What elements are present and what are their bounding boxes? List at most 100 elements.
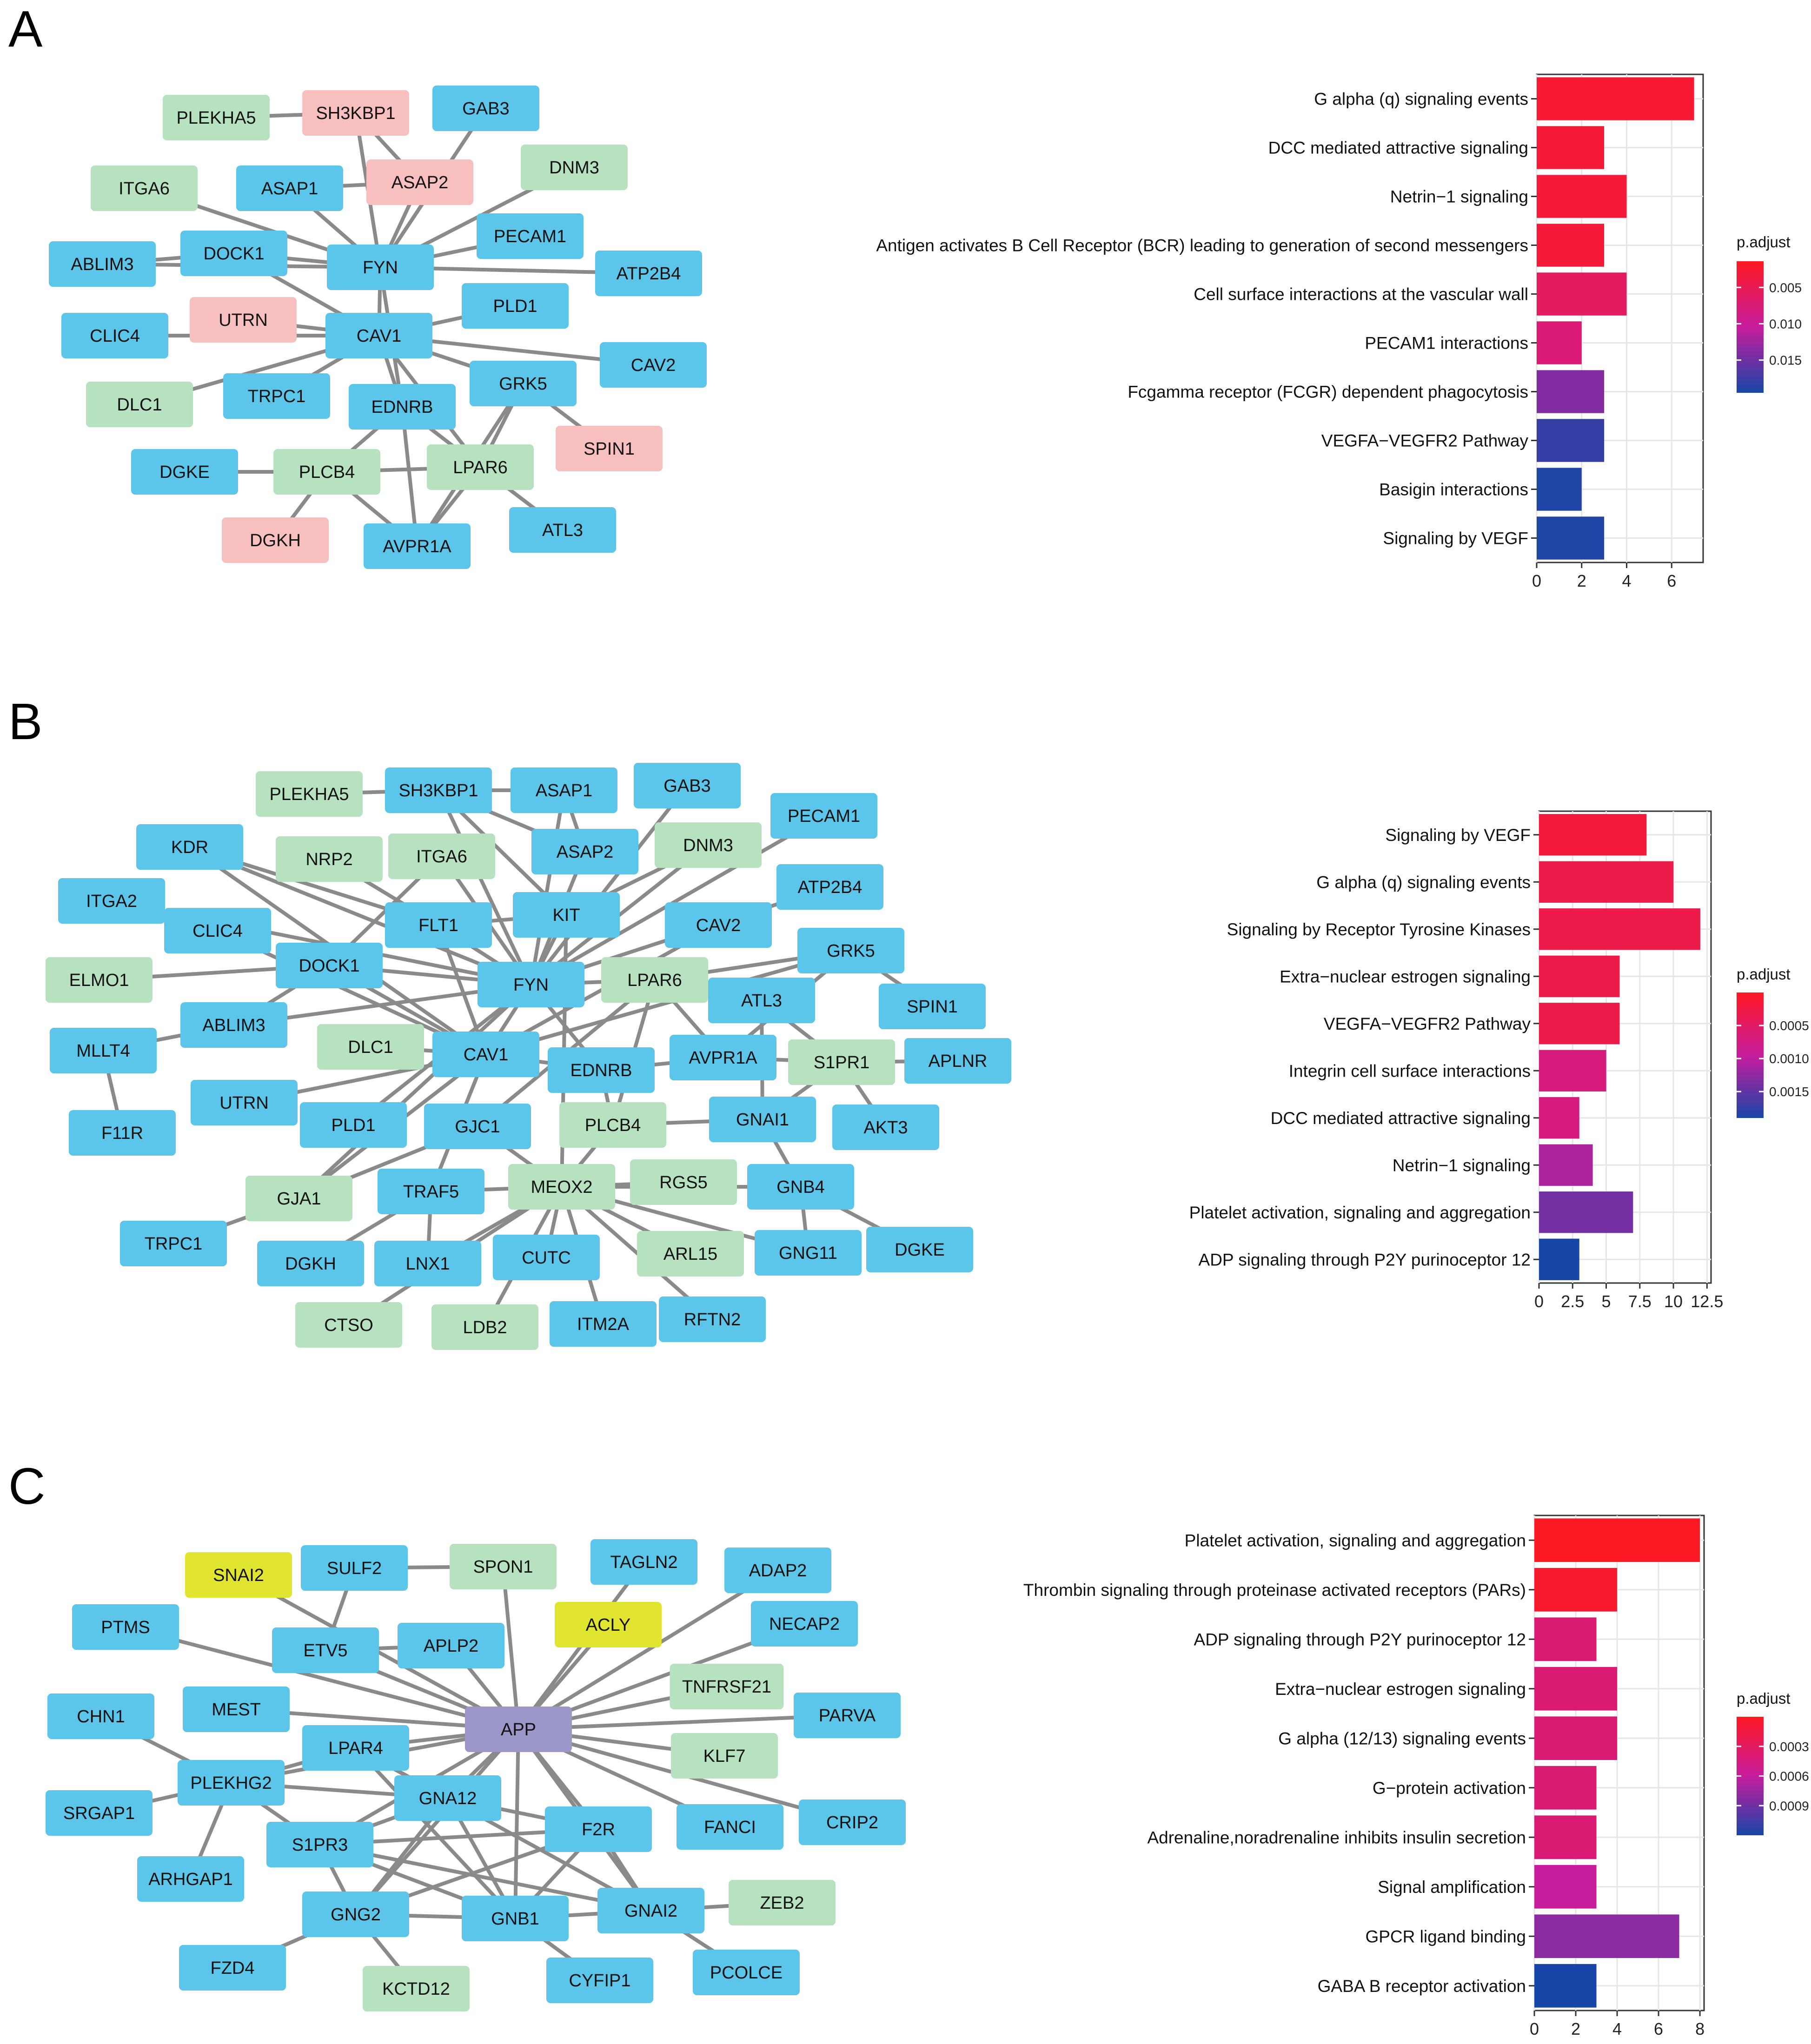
node-dock1[interactable]: DOCK1 [180, 231, 287, 276]
node-fanci[interactable]: FANCI [677, 1804, 783, 1850]
node-gng2[interactable]: GNG2 [302, 1892, 409, 1937]
node-trpc1[interactable]: TRPC1 [120, 1221, 227, 1266]
node-itga6[interactable]: ITGA6 [91, 165, 198, 211]
node-itga6[interactable]: ITGA6 [388, 833, 495, 879]
node-aplp2[interactable]: APLP2 [398, 1623, 504, 1668]
node-rgs5[interactable]: RGS5 [630, 1159, 737, 1205]
node-asap2[interactable]: ASAP2 [531, 829, 638, 874]
node-avpr1a[interactable]: AVPR1A [670, 1035, 776, 1080]
node-dnm3[interactable]: DNM3 [521, 145, 628, 190]
node-lpar6[interactable]: LPAR6 [427, 444, 534, 490]
node-utrn[interactable]: UTRN [190, 297, 297, 343]
node-itga2[interactable]: ITGA2 [58, 878, 165, 924]
node-cav2[interactable]: CAV2 [665, 902, 772, 948]
node-crip2[interactable]: CRIP2 [799, 1799, 906, 1845]
node-dnm3[interactable]: DNM3 [655, 822, 762, 868]
node-pld1[interactable]: PLD1 [462, 283, 569, 329]
node-ptms[interactable]: PTMS [72, 1604, 179, 1650]
node-acly[interactable]: ACLY [555, 1602, 662, 1647]
node-dgkh[interactable]: DGKH [222, 517, 329, 563]
node-f2r[interactable]: F2R [545, 1806, 652, 1852]
node-trpc1[interactable]: TRPC1 [223, 373, 330, 419]
node-gja1[interactable]: GJA1 [245, 1176, 352, 1221]
node-spon1[interactable]: SPON1 [450, 1544, 557, 1589]
node-dlc1[interactable]: DLC1 [86, 382, 193, 427]
node-plekhg2[interactable]: PLEKHG2 [178, 1760, 285, 1806]
node-ednrb[interactable]: EDNRB [349, 384, 456, 430]
node-arl15[interactable]: ARL15 [637, 1231, 744, 1277]
node-necap2[interactable]: NECAP2 [751, 1601, 858, 1647]
node-gnai1[interactable]: GNAI1 [709, 1097, 816, 1142]
node-ctso[interactable]: CTSO [295, 1302, 402, 1348]
node-dgkh[interactable]: DGKH [257, 1241, 364, 1286]
node-f11r[interactable]: F11R [69, 1110, 176, 1156]
node-parva[interactable]: PARVA [794, 1693, 901, 1738]
node-atp2b4[interactable]: ATP2B4 [595, 251, 702, 296]
node-gnai2[interactable]: GNAI2 [597, 1888, 704, 1933]
node-atl3[interactable]: ATL3 [509, 507, 616, 553]
node-lnx1[interactable]: LNX1 [374, 1241, 481, 1286]
node-gnb4[interactable]: GNB4 [747, 1164, 854, 1210]
node-ablim3[interactable]: ABLIM3 [180, 1002, 287, 1048]
node-kdr[interactable]: KDR [136, 824, 243, 870]
node-dock1[interactable]: DOCK1 [276, 943, 383, 988]
node-fyn[interactable]: FYN [327, 245, 434, 290]
node-plekha5[interactable]: PLEKHA5 [256, 771, 363, 817]
node-clic4[interactable]: CLIC4 [164, 908, 271, 953]
node-fzd4[interactable]: FZD4 [179, 1945, 286, 1991]
node-cav1[interactable]: CAV1 [325, 313, 432, 358]
node-grk5[interactable]: GRK5 [797, 928, 904, 973]
node-mest[interactable]: MEST [183, 1687, 290, 1732]
node-nrp2[interactable]: NRP2 [276, 836, 383, 882]
node-grk5[interactable]: GRK5 [470, 361, 577, 406]
node-plekha5[interactable]: PLEKHA5 [163, 95, 270, 140]
node-akt3[interactable]: AKT3 [832, 1105, 939, 1150]
node-zeb2[interactable]: ZEB2 [729, 1880, 836, 1925]
node-cav1[interactable]: CAV1 [432, 1032, 539, 1077]
node-plcb4[interactable]: PLCB4 [273, 449, 380, 495]
node-cutc[interactable]: CUTC [493, 1235, 600, 1280]
node-pcolce[interactable]: PCOLCE [693, 1950, 800, 1995]
node-rftn2[interactable]: RFTN2 [659, 1297, 766, 1342]
node-flt1[interactable]: FLT1 [385, 902, 492, 948]
node-dgke[interactable]: DGKE [866, 1227, 973, 1272]
node-avpr1a[interactable]: AVPR1A [364, 523, 471, 569]
node-lpar6[interactable]: LPAR6 [601, 957, 708, 1003]
node-tagln2[interactable]: TAGLN2 [590, 1539, 697, 1585]
node-spin1[interactable]: SPIN1 [879, 984, 986, 1029]
node-kctd12[interactable]: KCTD12 [363, 1966, 470, 2011]
node-plcb4[interactable]: PLCB4 [559, 1102, 666, 1148]
node-etv5[interactable]: ETV5 [272, 1627, 379, 1673]
node-asap1[interactable]: ASAP1 [511, 767, 617, 813]
node-gab3[interactable]: GAB3 [432, 86, 539, 131]
node-tnfrsf21[interactable]: TNFRSF21 [670, 1664, 784, 1709]
node-sh3kbp1[interactable]: SH3KBP1 [385, 767, 492, 813]
node-srgap1[interactable]: SRGAP1 [46, 1790, 153, 1836]
node-cav2[interactable]: CAV2 [600, 342, 707, 388]
node-lpar4[interactable]: LPAR4 [302, 1725, 409, 1771]
node-klf7[interactable]: KLF7 [671, 1733, 778, 1779]
node-utrn[interactable]: UTRN [191, 1080, 298, 1125]
node-s1pr3[interactable]: S1PR3 [266, 1822, 373, 1867]
node-atl3[interactable]: ATL3 [708, 978, 815, 1023]
node-adap2[interactable]: ADAP2 [724, 1548, 831, 1593]
node-gnb1[interactable]: GNB1 [462, 1896, 569, 1941]
node-gjc1[interactable]: GJC1 [424, 1104, 531, 1149]
node-chn1[interactable]: CHN1 [47, 1693, 154, 1739]
node-asap2[interactable]: ASAP2 [366, 159, 473, 205]
node-s1pr1[interactable]: S1PR1 [788, 1039, 895, 1085]
node-meox2[interactable]: MEOX2 [508, 1164, 615, 1210]
node-mllt4[interactable]: MLLT4 [50, 1028, 157, 1073]
node-spin1[interactable]: SPIN1 [556, 426, 663, 471]
node-ednrb[interactable]: EDNRB [548, 1047, 655, 1093]
node-aplnr[interactable]: APLNR [904, 1038, 1011, 1084]
node-pld1[interactable]: PLD1 [300, 1102, 407, 1148]
node-itm2a[interactable]: ITM2A [550, 1301, 657, 1347]
node-sh3kbp1[interactable]: SH3KBP1 [302, 90, 409, 136]
node-arhgap1[interactable]: ARHGAP1 [137, 1856, 244, 1902]
node-atp2b4[interactable]: ATP2B4 [776, 864, 883, 910]
node-cyfip1[interactable]: CYFIP1 [546, 1958, 653, 2003]
node-asap1[interactable]: ASAP1 [236, 165, 343, 211]
node-traf5[interactable]: TRAF5 [378, 1169, 484, 1214]
node-pecam1[interactable]: PECAM1 [770, 793, 877, 839]
